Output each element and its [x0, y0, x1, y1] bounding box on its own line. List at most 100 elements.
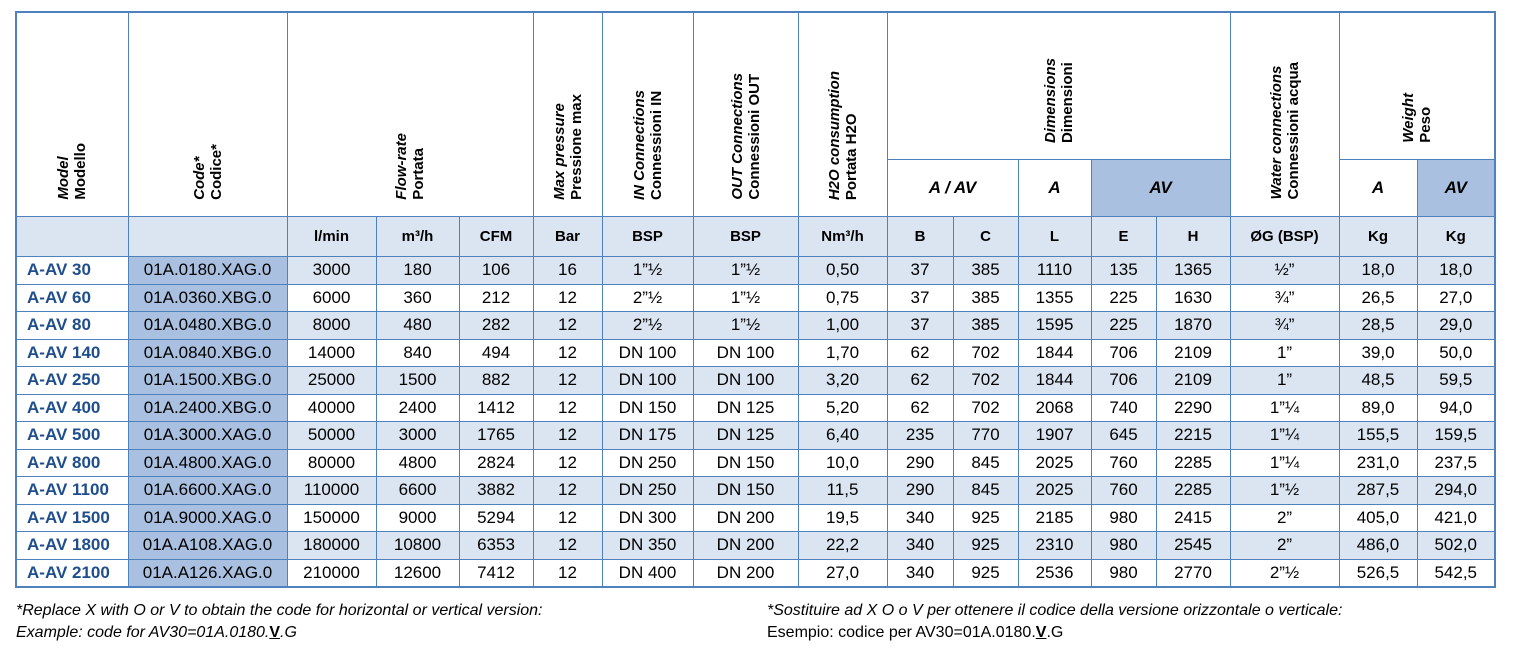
table-cell: 925: [952, 558, 1019, 588]
table-row: A-AV 60 01A.0360.XBG.0 6000 360 212 12 2”½ 1”½ 0…: [15, 283, 1496, 312]
table-cell: DN 250: [601, 448, 694, 477]
table-cell: 25000: [286, 366, 377, 395]
table-cell: 19,5: [797, 503, 888, 532]
header-model: Model Modello: [15, 11, 129, 217]
unit-spacer: [127, 216, 288, 257]
table-row: A-AV 400 01A.2400.XBG.0 40000 2400 1412 12 DN …: [15, 393, 1496, 422]
table-cell: 845: [952, 476, 1019, 505]
footnote-english-line1: *Replace X with O or V to obtain the cod…: [16, 602, 543, 619]
code-cell: 01A.6600.XAG.0: [127, 476, 288, 505]
table-cell: DN 300: [601, 503, 694, 532]
table-cell: 2”½: [601, 311, 694, 340]
subheader-dim-a: A: [1017, 158, 1092, 218]
unit-cell: Kg: [1338, 216, 1418, 257]
table-cell: 212: [458, 283, 534, 312]
table-cell: 9000: [375, 503, 460, 532]
header-flow-rate: Flow-rate Portata: [286, 11, 534, 217]
table-cell: 12: [532, 338, 603, 367]
table-cell: 1844: [1017, 366, 1092, 395]
footnote-italian: *Sostituire ad X O o V per ottenere il c…: [767, 600, 1342, 644]
code-cell: 01A.A126.XAG.0: [127, 558, 288, 588]
table-cell: 494: [458, 338, 534, 367]
table-cell: 385: [952, 256, 1019, 285]
code-cell: 01A.9000.XAG.0: [127, 503, 288, 532]
table-cell: 0,75: [797, 283, 888, 312]
table-cell: 2545: [1155, 531, 1231, 560]
table-cell: 760: [1090, 476, 1157, 505]
table-cell: 2”: [1229, 503, 1340, 532]
table-cell: 150000: [286, 503, 377, 532]
unit-cell: BSP: [692, 216, 799, 257]
table-cell: 180000: [286, 531, 377, 560]
table-cell: 80000: [286, 448, 377, 477]
table-cell: 11,5: [797, 476, 888, 505]
table-cell: 2415: [1155, 503, 1231, 532]
table-cell: 12: [532, 531, 603, 560]
table-cell: DN 150: [692, 476, 799, 505]
code-cell: 01A.1500.XBG.0: [127, 366, 288, 395]
table-cell: 16: [532, 256, 603, 285]
table-row: A-AV 250 01A.1500.XBG.0 25000 1500 882 12 DN 1…: [15, 366, 1496, 395]
table-cell: 6600: [375, 476, 460, 505]
unit-cell: ØG (BSP): [1229, 216, 1340, 257]
table-cell: 706: [1090, 366, 1157, 395]
table-cell: 1,00: [797, 311, 888, 340]
table-cell: 925: [952, 503, 1019, 532]
unit-cell: Kg: [1416, 216, 1496, 257]
table-cell: 980: [1090, 558, 1157, 588]
table-cell: DN 250: [601, 476, 694, 505]
table-cell: 29,0: [1416, 311, 1496, 340]
table-cell: 526,5: [1338, 558, 1418, 588]
table-cell: 1907: [1017, 421, 1092, 450]
table-cell: 2185: [1017, 503, 1092, 532]
table-cell: 28,5: [1338, 311, 1418, 340]
table-cell: 48,5: [1338, 366, 1418, 395]
table-cell: DN 175: [601, 421, 694, 450]
table-cell: DN 200: [692, 558, 799, 588]
subheader-dim-a-av: A / AV: [886, 158, 1019, 218]
table-cell: 740: [1090, 393, 1157, 422]
table-cell: 50,0: [1416, 338, 1496, 367]
table-cell: 27,0: [1416, 283, 1496, 312]
model-cell: A-AV 140: [15, 338, 129, 367]
code-cell: 01A.4800.XAG.0: [127, 448, 288, 477]
table-cell: 2770: [1155, 558, 1231, 588]
table-cell: 2”½: [1229, 558, 1340, 588]
table-cell: 2215: [1155, 421, 1231, 450]
header-weight: Weight Peso: [1338, 11, 1496, 160]
model-cell: A-AV 1800: [15, 531, 129, 560]
table-cell: 3000: [375, 421, 460, 450]
footnote-english: *Replace X with O or V to obtain the cod…: [16, 600, 542, 644]
table-cell: 340: [886, 558, 954, 588]
table-cell: 2025: [1017, 448, 1092, 477]
header-max-pressure: Max pressure Pressione max: [532, 11, 603, 217]
table-row: A-AV 500 01A.3000.XAG.0 50000 3000 1765 12 DN …: [15, 421, 1496, 450]
table-cell: 12: [532, 476, 603, 505]
table-cell: ¾”: [1229, 311, 1340, 340]
table-cell: 225: [1090, 311, 1157, 340]
table-cell: 1,70: [797, 338, 888, 367]
table-cell: DN 100: [692, 338, 799, 367]
footnote-english-line2: Example: code for AV30=01A.0180.V.G: [16, 624, 297, 641]
table-cell: 59,5: [1416, 366, 1496, 395]
table-cell: 62: [886, 338, 954, 367]
table-cell: 3882: [458, 476, 534, 505]
table-cell: 2”½: [601, 283, 694, 312]
table-cell: DN 100: [601, 366, 694, 395]
unit-cell: B: [886, 216, 954, 257]
model-cell: A-AV 2100: [15, 558, 129, 588]
unit-cell: E: [1090, 216, 1157, 257]
table-cell: DN 100: [692, 366, 799, 395]
table-cell: 231,0: [1338, 448, 1418, 477]
header-code: Code* Codice*: [127, 11, 288, 217]
table-cell: 290: [886, 448, 954, 477]
table-cell: 480: [375, 311, 460, 340]
header-h2o-consumption: H2O consumption Portata H2O: [797, 11, 888, 217]
table-cell: 106: [458, 256, 534, 285]
table-cell: 6000: [286, 283, 377, 312]
table-cell: 421,0: [1416, 503, 1496, 532]
table-cell: 925: [952, 531, 1019, 560]
table-cell: 37: [886, 256, 954, 285]
table-cell: DN 400: [601, 558, 694, 588]
table-cell: DN 150: [601, 393, 694, 422]
